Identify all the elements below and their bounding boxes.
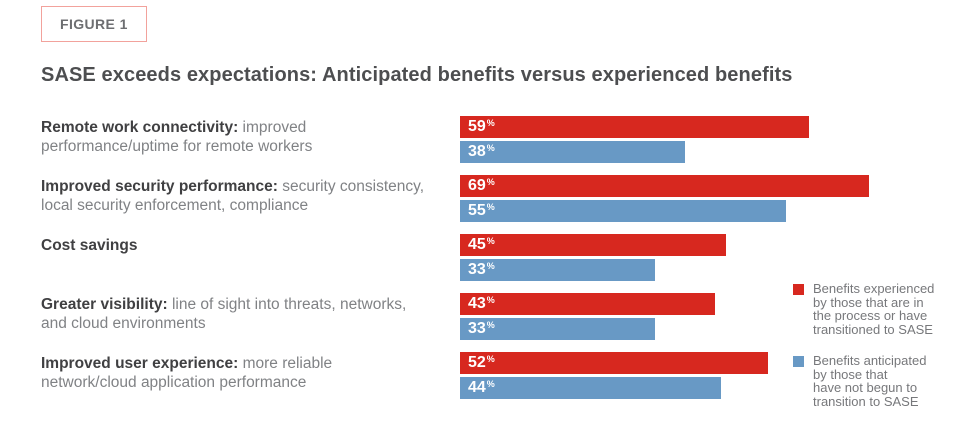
bar-pair: 59% 38% [460,116,810,163]
category-label-bold: Greater visibility: [41,296,168,313]
bar-value: 38 [468,143,486,160]
bar-pair: 52% 44% [460,352,768,399]
category-label: Improved user experience: more reliable … [41,352,460,392]
percent-sign: % [486,295,495,305]
legend-swatch-anticipated [793,356,804,367]
category-label-bold: Cost savings [41,237,138,254]
legend-label: Benefits experienced by those that are i… [813,281,935,337]
chart-title: SASE exceeds expectations: Anticipated b… [41,64,793,86]
bar-value: 55 [468,202,486,219]
chart-row-cost-savings: Cost savings 45% 33% [41,234,941,281]
bar-anticipated: 55% [460,200,786,222]
legend-item-anticipated: Benefits anticipated by those that have … [793,354,973,408]
legend-label: Benefits anticipated by those that have … [813,353,927,409]
category-label-rest: improved [238,119,307,136]
category-label: Remote work connectivity: improved perfo… [41,116,460,156]
category-label-bold: Improved user experience: [41,355,239,372]
category-label-rest: security consistency, [277,178,425,195]
chart-row-security-performance: Improved security performance: security … [41,175,941,222]
bar-experienced: 43% [460,293,715,315]
category-label-rest: line of sight into threats, networks, [167,296,407,313]
percent-sign: % [486,143,495,153]
bar-value: 44 [468,379,486,396]
category-label-line2: performance/uptime for remote workers [41,138,313,155]
legend-swatch-experienced [793,284,804,295]
bar-pair: 43% 33% [460,293,715,340]
bar-value: 52 [468,354,486,371]
bar-pair: 45% 33% [460,234,727,281]
bar-value: 33 [468,320,486,337]
chart-row-remote-work: Remote work connectivity: improved perfo… [41,116,941,163]
bar-experienced: 69% [460,175,869,197]
percent-sign: % [486,177,495,187]
bar-chart: Remote work connectivity: improved perfo… [41,116,941,411]
category-label: Improved security performance: security … [41,175,460,215]
bar-anticipated: 38% [460,141,685,163]
percent-sign: % [486,118,495,128]
category-label-rest: more reliable [238,355,333,372]
percent-sign: % [486,236,495,246]
percent-sign: % [486,320,495,330]
bar-anticipated: 33% [460,259,656,281]
category-label: Cost savings [41,234,460,255]
category-label-bold: Improved security performance: [41,178,278,195]
bar-value: 45 [468,236,486,253]
bar-value: 69 [468,177,486,194]
category-label-line2: network/cloud application performance [41,374,307,391]
percent-sign: % [486,354,495,364]
chart-row-greater-visibility: Greater visibility: line of sight into t… [41,293,941,340]
legend: Benefits experienced by those that are i… [793,282,973,408]
bar-value: 33 [468,261,486,278]
category-label-line2: local security enforcement, compliance [41,197,309,214]
bar-value: 59 [468,118,486,135]
legend-item-experienced: Benefits experienced by those that are i… [793,282,973,336]
percent-sign: % [486,379,495,389]
chart-row-user-experience: Improved user experience: more reliable … [41,352,941,399]
bar-anticipated: 44% [460,377,721,399]
bar-anticipated: 33% [460,318,656,340]
percent-sign: % [486,202,495,212]
category-label-bold: Remote work connectivity: [41,119,239,136]
figure-tag: FIGURE 1 [41,6,147,42]
bar-value: 43 [468,295,486,312]
category-label-line2: and cloud environments [41,315,206,332]
bar-experienced: 59% [460,116,810,138]
category-label: Greater visibility: line of sight into t… [41,293,460,333]
bar-experienced: 45% [460,234,727,256]
bar-experienced: 52% [460,352,768,374]
bar-pair: 69% 55% [460,175,869,222]
percent-sign: % [486,261,495,271]
